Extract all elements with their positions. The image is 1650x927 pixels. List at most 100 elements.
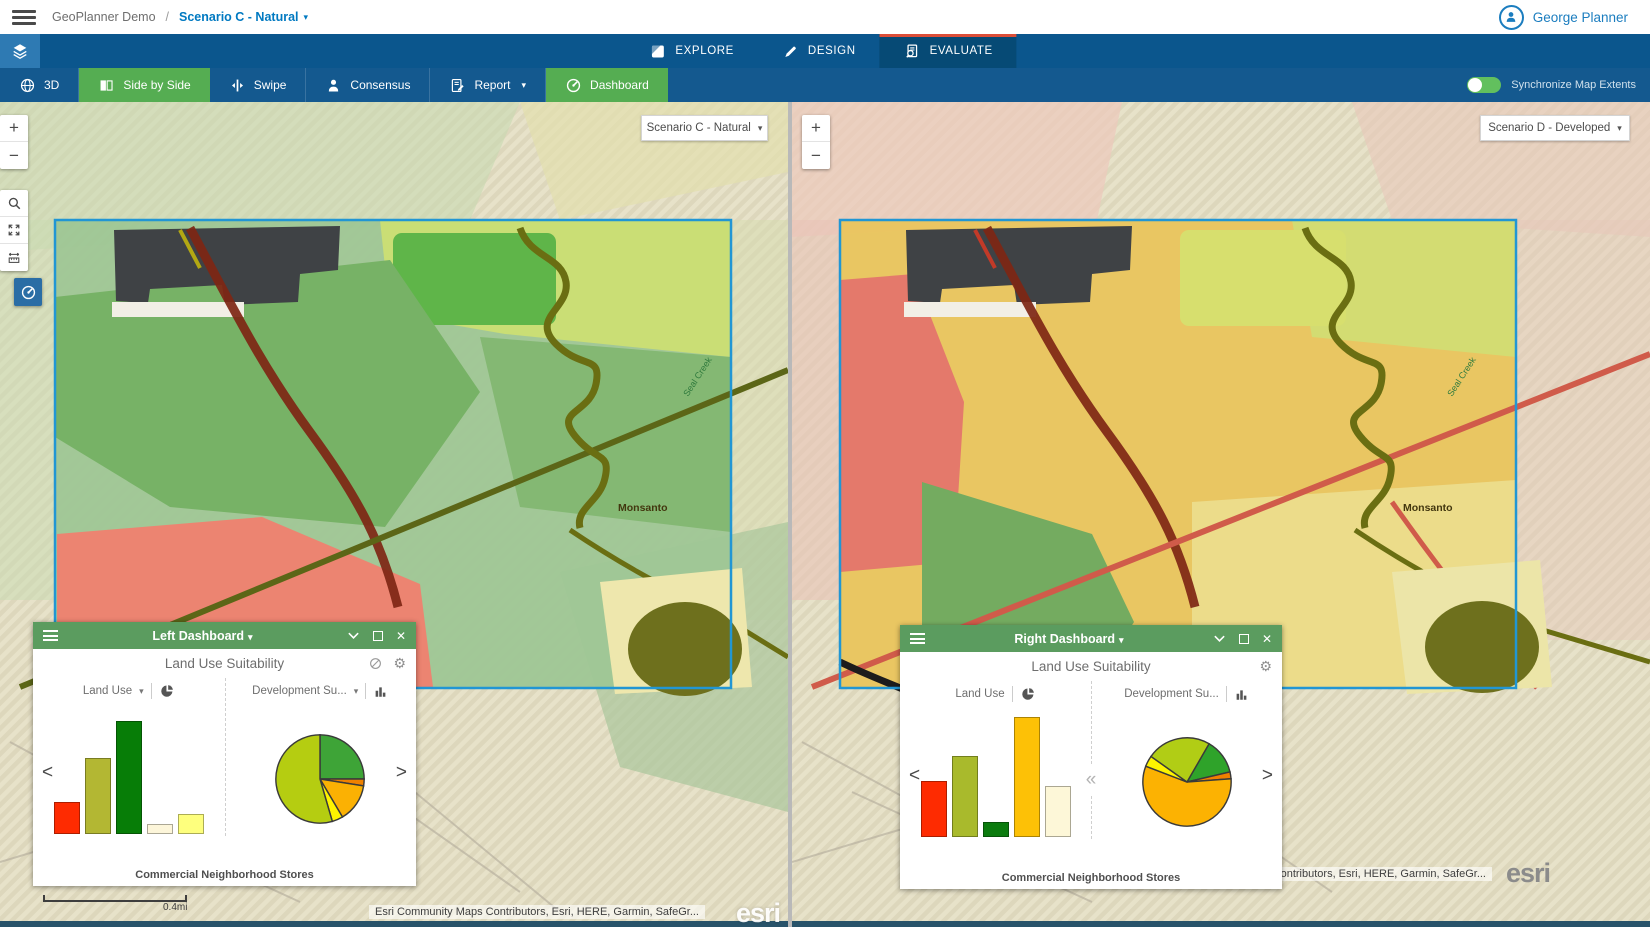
bar-segment — [921, 781, 947, 837]
land-use-selector-label: Land Use — [955, 688, 1004, 700]
bar-segment — [116, 721, 142, 834]
search-icon — [6, 195, 23, 212]
carousel-previous-button[interactable]: < — [42, 762, 53, 784]
pie-chart-type-icon[interactable] — [1020, 686, 1036, 702]
map-bottom-highway — [0, 921, 788, 927]
3d-button-label: 3D — [44, 78, 59, 92]
right-dashboard-title[interactable]: Right Dashboard▾ — [925, 632, 1213, 646]
right-scenario-selector[interactable]: Scenario D - Developed ▾ — [1480, 115, 1630, 141]
design-icon — [782, 43, 799, 60]
tab-explore-label: EXPLORE — [675, 45, 734, 57]
zoom-in-button[interactable]: + — [802, 115, 830, 142]
explore-icon — [649, 43, 666, 60]
layers-button[interactable] — [0, 34, 40, 68]
development-suitability-selector[interactable]: Development Su... ▾ — [225, 678, 417, 704]
hide-layer-icon[interactable] — [368, 656, 383, 671]
user-name[interactable]: George Planner — [1533, 10, 1628, 25]
left-scenario-caret-icon: ▾ — [758, 123, 763, 134]
pie-chart-type-icon[interactable] — [159, 683, 175, 699]
land-use-selector[interactable]: Land Use — [900, 681, 1091, 707]
right-scenario-caret-icon: ▾ — [1617, 123, 1622, 134]
maximize-icon[interactable] — [373, 631, 383, 641]
land-use-bar-chart[interactable] — [54, 706, 204, 834]
map-bottom-highway — [792, 921, 1650, 927]
swipe-button[interactable]: Swipe — [210, 68, 307, 102]
3d-button[interactable]: 3D — [0, 68, 79, 102]
mode-tabs: EXPLORE DESIGN EVALUATE — [625, 34, 1016, 68]
collapse-chevron-icon[interactable] — [347, 631, 360, 640]
left-dashboard-header: Left Dashboard▾ ✕ — [33, 622, 416, 649]
zoom-out-button[interactable]: − — [802, 142, 830, 169]
development-selector-label: Development Su... — [252, 685, 347, 697]
dashboard-tool-button[interactable] — [14, 278, 42, 306]
evaluate-icon — [904, 43, 921, 60]
zoom-out-button[interactable]: − — [0, 142, 28, 169]
chevron-down-icon: ▾ — [139, 686, 144, 697]
right-dashboard-panel: Right Dashboard▾ ✕ Land Use Suitability … — [900, 625, 1282, 889]
primary-nav: EXPLORE DESIGN EVALUATE — [0, 34, 1650, 68]
land-use-bar-chart[interactable] — [921, 709, 1071, 837]
dashboard-gauge-icon — [20, 284, 37, 301]
user-avatar-icon[interactable] — [1499, 5, 1524, 30]
bar-segment — [178, 814, 204, 834]
side-by-side-icon — [98, 77, 115, 94]
top-bar: GeoPlanner Demo / Scenario C - Natural ▾… — [0, 0, 1650, 34]
main-menu-icon[interactable] — [12, 10, 36, 25]
tab-explore[interactable]: EXPLORE — [625, 34, 758, 68]
carousel-previous-button[interactable]: < — [909, 765, 920, 787]
land-use-selector[interactable]: Land Use ▾ — [33, 678, 225, 704]
left-dashboard-subtitle-row: Land Use Suitability ⚙ — [33, 649, 416, 678]
consensus-button[interactable]: Consensus — [306, 68, 430, 102]
side-by-side-button[interactable]: Side by Side — [79, 68, 209, 102]
breadcrumb-root[interactable]: GeoPlanner Demo — [52, 10, 156, 24]
left-map-panel: Monsanto Seal Creek + − — [0, 102, 788, 927]
search-button[interactable] — [0, 190, 28, 217]
maximize-icon[interactable] — [1239, 634, 1249, 644]
close-icon[interactable]: ✕ — [1262, 632, 1272, 646]
left-dashboard-subtitle: Land Use Suitability — [165, 656, 284, 671]
development-suitability-pie-chart[interactable] — [1139, 734, 1235, 830]
carousel-next-button[interactable]: > — [396, 762, 407, 784]
development-suitability-pie-chart[interactable] — [272, 731, 368, 827]
sync-map-extents-toggle[interactable] — [1467, 77, 1501, 93]
carousel-collapse-button[interactable]: « — [1085, 765, 1098, 795]
tab-design[interactable]: DESIGN — [758, 34, 880, 68]
divider — [1012, 686, 1013, 702]
dashboard-menu-icon[interactable] — [910, 633, 925, 644]
collapse-chevron-icon[interactable] — [1213, 634, 1226, 643]
divider — [365, 683, 366, 699]
bar-chart-type-icon[interactable] — [373, 684, 388, 699]
gear-icon[interactable]: ⚙ — [1259, 658, 1272, 675]
zoom-in-button[interactable]: + — [0, 115, 28, 142]
right-scenario-label: Scenario D - Developed — [1488, 122, 1610, 134]
full-extent-button[interactable] — [0, 217, 28, 244]
left-scenario-label: Scenario C - Natural — [647, 122, 751, 134]
left-dashboard-caption: Commercial Neighborhood Stores — [33, 869, 416, 881]
right-dashboard-caption: Commercial Neighborhood Stores — [900, 872, 1282, 884]
measure-button[interactable] — [0, 244, 28, 271]
left-pie-widget — [225, 704, 417, 854]
dashboard-menu-icon[interactable] — [43, 630, 58, 641]
divider — [1226, 686, 1227, 702]
development-suitability-selector[interactable]: Development Su... — [1091, 681, 1282, 707]
esri-logo: esri — [1506, 858, 1550, 889]
carousel-next-button[interactable]: > — [1262, 765, 1273, 787]
bar-segment — [983, 822, 1009, 837]
bar-segment — [952, 756, 978, 837]
person-icon — [1504, 10, 1518, 24]
tab-evaluate[interactable]: EVALUATE — [880, 34, 1017, 68]
dashboard-button[interactable]: Dashboard — [546, 68, 668, 102]
left-dashboard-title[interactable]: Left Dashboard▾ — [58, 629, 347, 643]
left-dashboard-panel: Left Dashboard▾ ✕ Land Use Suitability — [33, 622, 416, 886]
close-icon[interactable]: ✕ — [396, 629, 406, 643]
breadcrumb-caret-icon[interactable]: ▾ — [304, 12, 309, 23]
gear-icon[interactable]: ⚙ — [393, 655, 406, 672]
breadcrumb-scenario[interactable]: Scenario C - Natural — [179, 10, 298, 24]
left-scenario-selector[interactable]: Scenario C - Natural ▾ — [641, 115, 768, 141]
right-pie-widget — [1091, 707, 1282, 857]
dashboard-label: Dashboard — [590, 78, 649, 92]
bar-chart-type-icon[interactable] — [1234, 687, 1249, 702]
report-button[interactable]: Report ▾ — [430, 68, 546, 102]
report-label: Report — [474, 78, 510, 92]
bar-segment — [1045, 786, 1071, 837]
